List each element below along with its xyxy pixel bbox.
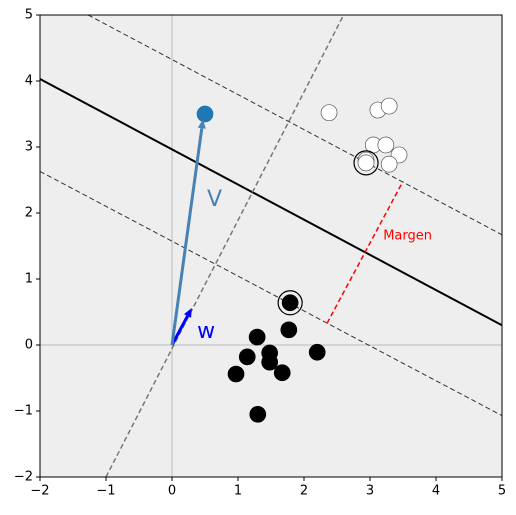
y-tick-label: 0 (25, 338, 33, 353)
point (380, 97, 398, 115)
point (281, 294, 299, 312)
annotation: V (207, 187, 222, 212)
y-tick-label: 4 (25, 74, 33, 89)
x-tick-label: 5 (498, 484, 506, 499)
x-tick-label: 1 (234, 484, 242, 499)
point (320, 104, 338, 122)
line (105, 15, 345, 477)
x-tick-label: −1 (96, 484, 115, 499)
point (248, 328, 266, 346)
plot-frame (39, 14, 503, 478)
support-vector-ring (277, 290, 303, 316)
point (357, 154, 375, 172)
point (249, 405, 267, 423)
annotation: Margen (383, 229, 432, 244)
y-tick-label: −1 (14, 404, 33, 419)
x-tick-label: 2 (300, 484, 308, 499)
point (380, 155, 398, 173)
point (196, 105, 214, 123)
line (326, 180, 404, 324)
point (227, 365, 245, 383)
y-tick-label: −2 (14, 470, 33, 485)
plot-area (40, 15, 502, 477)
y-tick-label: 1 (25, 272, 33, 287)
x-tick-label: 4 (432, 484, 440, 499)
vector-arrow (170, 127, 204, 346)
x-tick-label: 3 (366, 484, 374, 499)
point (261, 353, 279, 371)
x-tick-label: −2 (30, 484, 49, 499)
vector-head (184, 308, 192, 318)
point (280, 321, 298, 339)
line (87, 15, 502, 236)
annotation: w (197, 319, 215, 344)
point (377, 136, 395, 154)
line (40, 170, 502, 417)
y-tick-label: 5 (25, 8, 33, 23)
point (238, 348, 256, 366)
y-tick-label: 2 (25, 206, 33, 221)
vector-arrow (170, 315, 189, 346)
support-vector-ring (353, 150, 379, 176)
line (40, 78, 502, 327)
x-tick-label: 0 (168, 484, 176, 499)
vector-head (197, 119, 206, 129)
plot-background (40, 15, 502, 477)
point (273, 364, 291, 382)
y-tick-label: 3 (25, 140, 33, 155)
point (308, 343, 326, 361)
